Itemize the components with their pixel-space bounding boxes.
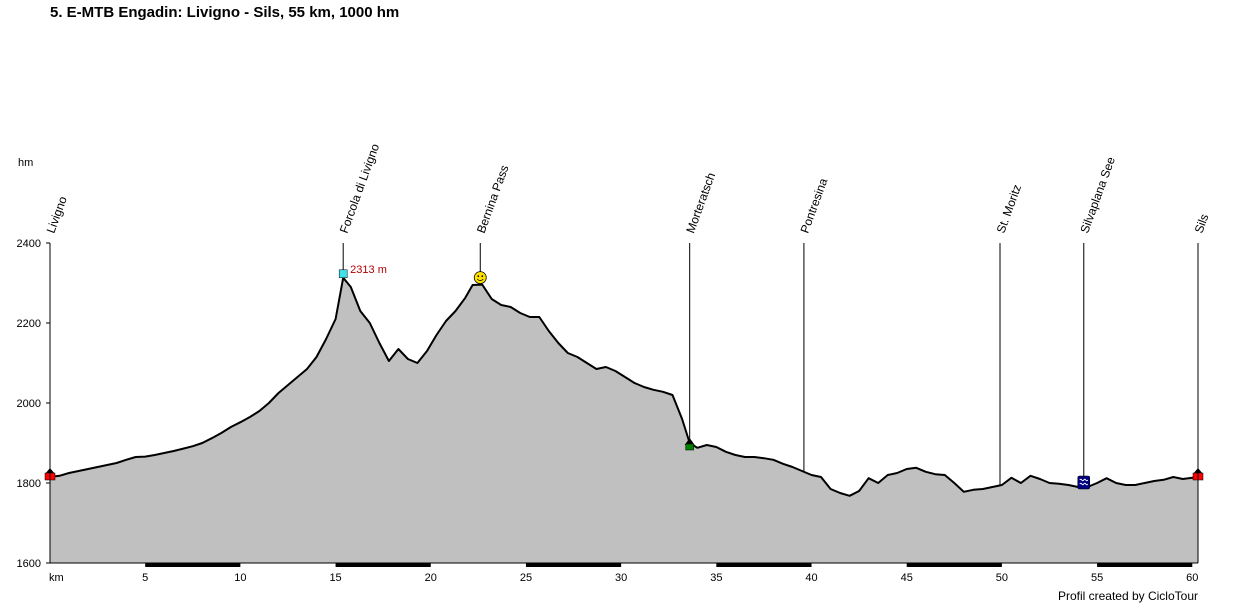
profile-fill <box>50 277 1198 563</box>
credit-text: Profil created by CicloTour <box>1057 589 1198 603</box>
x-axis-bar-bg <box>50 563 1198 567</box>
x-tick-label: 60 <box>1186 572 1198 584</box>
x-tick-label: 50 <box>996 572 1008 584</box>
x-axis-band <box>716 563 812 567</box>
x-tick-label: 25 <box>520 572 532 584</box>
y-axis-label: hm <box>18 157 33 169</box>
y-tick-label: 2200 <box>17 318 41 330</box>
waypoint-label: Sils <box>1192 212 1212 235</box>
x-tick-label: 10 <box>234 572 246 584</box>
smiley-eye <box>477 275 480 277</box>
x-axis-band <box>145 563 241 567</box>
axes: 1600 1800 2000 2200 2400 5 10 15 20 25 30 35 40 45 50 5… <box>17 157 1199 584</box>
lake-wave <box>1079 482 1089 486</box>
hut-icon <box>685 443 694 451</box>
x-tick-label: 15 <box>329 572 341 584</box>
x-axis-band <box>335 563 431 567</box>
x-axis-band <box>1097 563 1193 567</box>
y-tick-label: 2400 <box>17 238 41 250</box>
x-axis-label: km <box>49 572 64 584</box>
waypoint-label: Pontresina <box>798 176 831 235</box>
x-axis-band <box>906 563 1002 567</box>
smiley-eye <box>481 275 484 277</box>
lake-wave <box>1079 478 1089 482</box>
waypoint-label: Silvaplana See <box>1077 155 1118 235</box>
chart-title: 5. E-MTB Engadin: Livigno - Sils, 55 km,… <box>50 4 400 21</box>
x-tick-label: 55 <box>1091 572 1103 584</box>
hut-icon <box>684 438 695 445</box>
waypoint-label: Bernina Pass <box>474 163 512 235</box>
x-tick-label: 40 <box>805 572 817 584</box>
waypoint-label: St. Moritz <box>994 183 1024 235</box>
waypoint-label: Morteratsch <box>683 171 718 235</box>
y-tick-label: 2000 <box>17 398 41 410</box>
waypoint-label: Livigno <box>44 194 70 235</box>
summit-marker-icon <box>338 269 348 279</box>
x-tick-label: 5 <box>142 572 148 584</box>
y-tick-label: 1600 <box>17 558 41 570</box>
smiley-icon <box>473 271 487 285</box>
summit-annotation: 2313 m <box>350 264 387 276</box>
y-tick-label: 1800 <box>17 478 41 490</box>
smiley-mouth <box>476 278 484 281</box>
lake-icon <box>1077 475 1091 490</box>
x-axis-band <box>525 563 622 567</box>
x-tick-label: 35 <box>710 572 722 584</box>
waypoint-label: Forcola di Livigno <box>337 142 382 235</box>
x-tick-label: 45 <box>901 572 913 584</box>
profile-area <box>49 276 1199 563</box>
x-tick-label: 20 <box>425 572 437 584</box>
x-tick-label: 30 <box>615 572 627 584</box>
